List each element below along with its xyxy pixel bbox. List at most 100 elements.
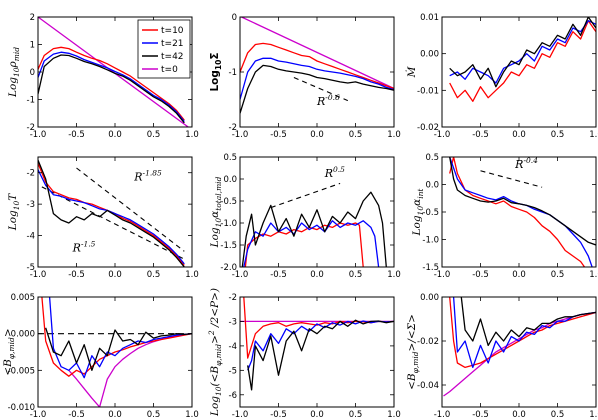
series-line-t10: [38, 163, 185, 266]
panel-4: -1.0 -0.5 0.0 0.5 1.0 -5 -4 -3 -2 Log10T R-1.85 R-1…: [7, 156, 199, 280]
x-tick-label: 1.0: [387, 130, 401, 140]
series-line-t21: [240, 57, 394, 100]
x-tick-label: -1.0: [434, 410, 451, 420]
x-tick-label: 0.0: [512, 270, 526, 280]
panel-5: -1.0 -0.5 0.0 0.5 1.0 -2.0 -1.5 -1.0 -0.5 0.0 0.5 L…: [209, 153, 401, 280]
y-tick-label: -2.0: [220, 263, 237, 273]
y-axis-label: <Bφ,mid>/<Σ>: [406, 314, 420, 390]
y-tick-label: -0.010: [8, 403, 35, 413]
plot-area: [449, 17, 596, 102]
x-tick-label: 0.0: [108, 270, 122, 280]
y-tick-label: -0.005: [8, 366, 35, 376]
series-line-t42: [38, 159, 185, 267]
series-line-t42: [38, 54, 185, 124]
y-tick-label: -3: [27, 200, 35, 210]
x-tick-label: 0.5: [147, 270, 161, 280]
y-axis-label: Log10ρmid: [7, 47, 21, 98]
series-line-t10: [449, 157, 586, 267]
y-axis-label: Log10αint: [411, 188, 425, 237]
series-line-t21: [243, 220, 380, 267]
panel-3: -1.0 -0.5 0.0 0.5 1.0 -0.02 -0.01 0.00 0.01 Ṁ: [404, 13, 598, 140]
y-tick-label: 0.00: [420, 293, 439, 303]
series-line-t42: [241, 191, 387, 267]
legend-label: t=10: [161, 26, 184, 36]
y-axis-label: Log10Σ: [209, 52, 223, 91]
x-tick-label: 1.0: [387, 270, 401, 280]
series-line-t10: [41, 297, 192, 377]
x-tick-label: -0.5: [68, 130, 85, 140]
x-tick-label: 1.0: [589, 270, 598, 280]
x-tick-label: -1.0: [30, 270, 47, 280]
x-tick-label: 0.0: [108, 410, 122, 420]
x-tick-label: -0.5: [472, 270, 489, 280]
series-line-t21: [449, 20, 596, 84]
plot-area: [443, 297, 596, 397]
x-tick-label: 0.5: [147, 130, 161, 140]
y-tick-label: -5: [27, 263, 35, 273]
x-tick-label: 0.0: [512, 130, 526, 140]
x-tick-label: -1.0: [434, 270, 451, 280]
power-law-label: R0.5: [324, 165, 345, 180]
series-line-t0: [68, 333, 192, 407]
x-tick-label: -0.5: [270, 130, 287, 140]
y-tick-label: 0.00: [420, 50, 439, 60]
x-tick-label: -0.5: [472, 130, 489, 140]
plot-frame: [441, 296, 597, 408]
x-tick-label: 0.0: [512, 410, 526, 420]
x-tick-label: 1.0: [185, 270, 199, 280]
x-tick-label: 0.5: [349, 270, 363, 280]
y-tick-label: 0: [232, 13, 237, 23]
panel-6: -1.0-0.50.00.51.0-1.5-1.0-0.50.00.5Log10…: [411, 153, 598, 280]
x-tick-label: 0.5: [349, 130, 363, 140]
y-axis-label: Log10(<Bφ,mid>2 /2<P>): [207, 288, 223, 417]
y-tick-label: -4: [27, 232, 35, 242]
y-tick-label: 2: [30, 13, 35, 23]
y-tick-label: -3: [229, 317, 237, 327]
y-tick-label: -1: [229, 68, 237, 78]
plot-area: [449, 157, 596, 267]
x-tick-label: -1.0: [232, 410, 249, 420]
x-tick-label: 1.0: [589, 410, 598, 420]
y-tick-label: 0.0: [425, 181, 439, 191]
y-tick-label: -0.04: [417, 381, 439, 391]
x-tick-label: 0.0: [310, 270, 324, 280]
y-axis-label: Ṁ: [404, 66, 418, 78]
power-law-label: R-1.85: [133, 169, 162, 184]
x-tick-label: 0.0: [310, 410, 324, 420]
panel-1: -1.0 -0.5 0.0 0.5 1.0 -2 -1 0 1 2 Log10ρmid: [7, 13, 199, 140]
legend-label: t=42: [161, 52, 184, 62]
y-tick-label: -0.02: [417, 337, 439, 347]
plot-area: [38, 159, 185, 267]
x-tick-label: 0.5: [551, 130, 565, 140]
panel-7: -1.0 -0.5 0.0 0.5 1.0 -0.010 -0.005 0.000 0.005 <…: [2, 293, 199, 420]
y-tick-label: 0.5: [223, 153, 237, 163]
power-law-guide-line: [293, 76, 349, 102]
power-law-label: R-0.6: [316, 93, 340, 108]
x-tick-label: 1.0: [185, 410, 199, 420]
x-tick-label: -1.0: [30, 130, 47, 140]
x-tick-label: -0.5: [270, 270, 287, 280]
y-axis-label: <Bφ,mid>: [2, 328, 16, 375]
series-line-t42: [460, 297, 596, 347]
y-tick-label: -1.0: [422, 236, 439, 246]
x-tick-label: 0.5: [551, 270, 565, 280]
panel-9: -1.0 -0.5 0.0 0.5 1.0 -0.04 -0.02 0.00 <Bφ,mid>/…: [406, 293, 598, 420]
x-tick-label: 0.5: [349, 410, 363, 420]
y-tick-label: -5: [229, 366, 237, 376]
y-tick-label: 0.005: [11, 293, 35, 303]
y-tick-label: 0.01: [420, 13, 439, 23]
series-line-t0: [241, 17, 394, 90]
y-tick-label: -2: [229, 293, 237, 303]
y-axis-label: Log10T: [7, 193, 21, 232]
x-tick-label: 0.5: [551, 410, 565, 420]
plot-area: [38, 17, 189, 127]
y-tick-label: -4: [229, 342, 237, 352]
legend-label: t=0: [161, 65, 178, 75]
y-tick-label: -2: [27, 123, 35, 133]
legend-label: t=21: [161, 39, 184, 49]
power-law-guide-line: [480, 170, 543, 188]
power-law-guide-line: [76, 167, 185, 252]
plot-area: [38, 297, 192, 407]
plot-frame: [239, 156, 395, 268]
